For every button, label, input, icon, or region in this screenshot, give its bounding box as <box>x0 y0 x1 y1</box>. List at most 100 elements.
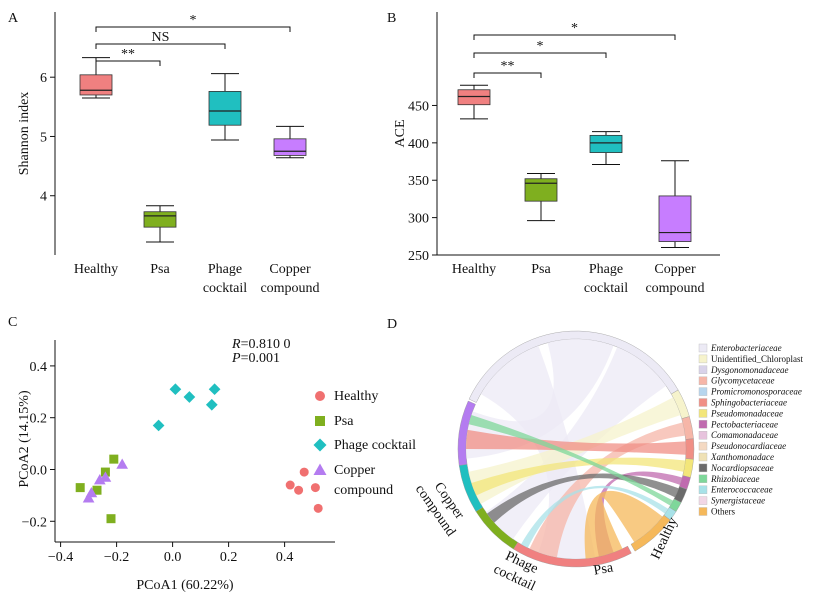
family-sector <box>630 514 671 552</box>
significance-label: * <box>537 39 544 54</box>
chord-link <box>468 415 674 506</box>
box <box>658 195 692 242</box>
y-tick-label: 250 <box>408 249 429 264</box>
category-label: compound <box>645 281 704 296</box>
scatter-point <box>116 458 129 469</box>
y-tick-label: 400 <box>408 137 429 152</box>
stat-r: R=0.810 0 <box>231 337 290 352</box>
legend-swatch <box>698 441 708 451</box>
legend-label: Pseudonocardiaceae <box>710 441 786 451</box>
legend-swatch <box>698 398 708 407</box>
legend-swatch <box>698 463 708 473</box>
chord-link <box>487 473 679 523</box>
scatter-point <box>169 383 182 396</box>
box <box>143 211 177 228</box>
y-tick-label: 450 <box>408 99 429 114</box>
scatter-point <box>82 492 95 503</box>
legend-marker <box>315 391 325 401</box>
legend-label: Comamonadaceae <box>711 430 778 440</box>
x-tick-label: 0.4 <box>276 550 294 565</box>
box <box>208 91 242 126</box>
stat-p: P=0.001 <box>231 351 280 366</box>
legend-label: Others <box>711 507 735 517</box>
category-label: Healthy <box>74 262 118 277</box>
panel-d-chord: HealthyPsaPhagecocktailCoppercompoundEnt… <box>412 330 803 594</box>
legend-swatch <box>698 474 708 483</box>
scatter-point <box>92 485 102 495</box>
y-tick-label: 6 <box>40 71 47 86</box>
legend-label: Synergistaceae <box>711 496 765 506</box>
scatter-point <box>285 480 295 490</box>
legend-label: Phage cocktail <box>334 438 416 453</box>
legend-label: Xanthomonadace <box>710 452 774 462</box>
group-label-psa: Psa <box>593 560 616 578</box>
box <box>273 138 307 156</box>
family-sector <box>685 438 695 460</box>
significance-bracket <box>95 26 291 32</box>
legend-label: Enterococcaceae <box>710 485 773 495</box>
x-tick-label: −0.4 <box>48 550 73 565</box>
legend-swatch <box>698 409 708 418</box>
scatter-point <box>99 471 112 482</box>
panel-letter-b: B <box>387 11 396 26</box>
x-tick-label: 0.2 <box>220 550 238 565</box>
y-tick-label: 0.0 <box>30 463 48 478</box>
scatter-point <box>75 483 85 493</box>
legend-marker <box>313 438 327 452</box>
y-tick-label: 5 <box>40 130 47 145</box>
significance-bracket <box>95 43 226 49</box>
y-tick-label: 0.2 <box>30 412 48 427</box>
chord-link <box>471 457 686 496</box>
legend-swatch <box>698 365 708 374</box>
legend-label: Pectobacteriaceae <box>710 419 778 429</box>
legend-label: compound <box>334 483 393 498</box>
legend-marker <box>315 416 325 426</box>
panel-letter-d: D <box>387 317 397 332</box>
significance-label: ** <box>501 59 515 74</box>
legend-label: Healthy <box>334 389 378 404</box>
chord-link <box>584 490 663 559</box>
category-label: Psa <box>531 262 551 277</box>
legend-swatch <box>698 420 708 429</box>
scatter-point <box>313 503 323 513</box>
scatter-point <box>109 454 119 464</box>
box <box>589 134 623 153</box>
panel-letter-c: C <box>8 315 17 330</box>
legend-swatch <box>698 387 708 396</box>
category-label: Copper <box>654 262 696 277</box>
legend-swatch <box>698 485 708 494</box>
legend-label: Copper <box>334 463 376 478</box>
legend-label: Glycomycetaceae <box>711 376 774 386</box>
legend-marker <box>313 463 327 475</box>
legend-swatch <box>698 343 708 353</box>
significance-bracket <box>473 72 542 78</box>
scatter-point <box>310 483 320 493</box>
scatter-point <box>93 473 106 485</box>
significance-bracket <box>473 34 676 40</box>
x-tick-label: 0.0 <box>164 550 182 565</box>
y-tick-label: 300 <box>408 212 429 227</box>
panel-c-pcoa: −0.4 −0.2 0.0 0.2 0.4 −0.2 0.0 0.2 0.4 PCoA1 (60.… <box>17 337 416 593</box>
legend-swatch <box>698 354 708 364</box>
significance-label: ** <box>121 47 135 62</box>
scatter-point <box>294 485 304 495</box>
significance-bracket <box>473 52 607 58</box>
legend-swatch <box>698 376 708 385</box>
legend-label: Sphingobacteriaceae <box>711 398 787 408</box>
legend-label: Dysgonomonadaceae <box>710 365 788 375</box>
y-tick-label: 0.4 <box>30 360 48 375</box>
chord-link <box>521 485 669 548</box>
legend-label: Pseudomonadaceae <box>710 408 783 418</box>
category-label: Copper <box>269 262 311 277</box>
category-label: Phage <box>589 262 623 277</box>
scatter-point <box>106 514 116 524</box>
category-label: Phage <box>208 262 242 277</box>
x-axis-label: PCoA1 (60.22%) <box>136 578 234 593</box>
panel-letter-a: A <box>8 11 19 26</box>
legend-swatch <box>698 507 708 516</box>
y-tick-label: −0.2 <box>22 515 47 530</box>
significance-label: NS <box>152 30 170 45</box>
significance-label: * <box>190 13 197 28</box>
